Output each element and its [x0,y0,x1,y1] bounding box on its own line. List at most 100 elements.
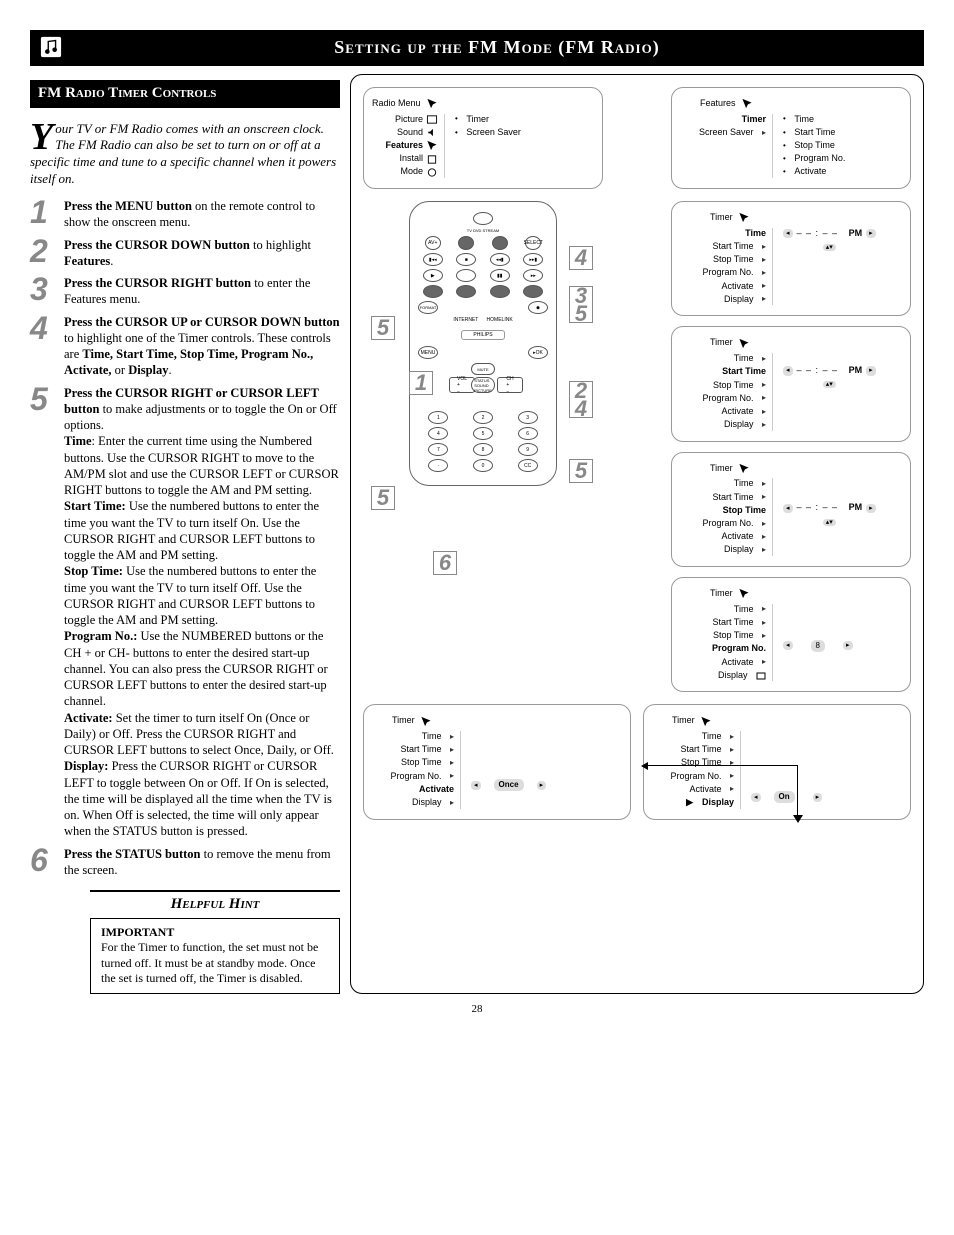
menu-install: Install [399,153,423,165]
rew-button: ▮◂◂ [423,253,443,266]
power-button [473,212,493,225]
time-value: – – : – – [797,228,839,240]
right-arrow-icon: ▸ [537,781,547,790]
left-arrow-icon: ◂ [783,229,793,238]
next-button: ▸▸▮ [523,253,543,266]
menu-sound: Sound [397,127,423,139]
step-num-6: 6 [30,846,56,879]
hint-title: Helpful Hint [90,890,340,919]
right-arrow-icon: ▸ [866,504,876,513]
step-num-2: 2 [30,237,56,270]
pm-label: PM [849,228,863,240]
callout-6: 6 [433,551,457,575]
step-4: 4Press the CURSOR UP or CURSOR DOWN butt… [30,314,340,379]
step-5: 5 Press the CURSOR RIGHT or CURSOR LEFT … [30,385,340,840]
tb6-prog: Program No. [670,771,721,783]
tb6-stop: Stop Time [681,757,722,769]
right-arrow-icon: ▸ [866,229,876,238]
callout-5b: 5 [371,486,395,510]
f-prog: Program No. [794,153,845,165]
num-3: 3 [518,411,538,424]
timer-box-activate: Timer Time ▸ Start Time ▸ Stop Time ▸ Pr… [363,704,631,819]
up-down-pill: ▴▾ [823,381,836,388]
tb6-act: Activate [689,784,721,796]
tb2-stop: Stop Time [713,380,754,392]
f-time: Time [794,114,814,126]
step-num-1: 1 [30,198,56,231]
flow-line [797,765,798,815]
right-arrow-icon: ▸ [843,641,853,650]
timer-box-start: Timer Time ▸ Start Time Stop Time ▸ Prog… [671,326,911,441]
tb2-title: Timer [710,337,733,347]
pm-label3: PM [849,502,863,514]
step-6: 6Press the STATUS button to remove the m… [30,846,340,879]
tb1-time: Time [745,228,766,240]
menu-screensaver: Screen Saver [466,127,521,139]
tb4-disp: Display [718,670,748,682]
src1-button [458,236,474,250]
cursor-icon [426,98,438,109]
tb4-start: Start Time [712,617,753,629]
num-cc: CC [518,459,538,472]
tb2-act: Activate [721,406,753,418]
cursor-icon [738,212,750,223]
page-title: Setting up the FM Mode (FM Radio) [76,36,918,59]
timer-box-time: Timer Time Start Time ▸ Stop Time ▸ Prog… [671,201,911,316]
rec-button [456,269,476,282]
tb2-prog: Program No. [702,393,753,405]
intro-paragraph: Your TV or FM Radio comes with an onscre… [30,121,340,189]
step-3: 3Press the CURSOR RIGHT button to enter … [30,275,340,308]
tb5-stop: Stop Time [401,757,442,769]
num-1: 1 [428,411,448,424]
tb2-time: Time [734,353,754,365]
play-button: ▶ [423,269,443,282]
tb5-time: Time [422,731,442,743]
f-start: Start Time [794,127,835,139]
menu-box-features: Features Timer Screen Saver ▸ • Time • S… [671,87,911,189]
activate-value: Once [499,780,519,789]
callout-1: 1 [409,371,433,395]
step-1: 1Press the MENU button on the remote con… [30,198,340,231]
tb3-prog: Program No. [702,518,753,530]
select-button: SELECT [525,236,541,250]
num-9: 9 [518,443,538,456]
step-2: 2Press the CURSOR DOWN button to highlig… [30,237,340,270]
tb2-start: Start Time [722,366,766,378]
f-screensaver: Screen Saver [699,127,754,139]
callout-4: 4 [569,246,593,270]
flow-arrow-left-icon [641,762,648,770]
flow-arrow-down-icon [793,815,803,823]
yellow-button [490,285,510,298]
f-timer: Timer [742,114,766,126]
page-number: 28 [30,1002,924,1016]
right-arrow-icon: ▸ [866,366,876,375]
install-icon [426,154,438,165]
cursor-icon [741,98,753,109]
prev-button: ◂◂▮ [490,253,510,266]
ok-button: ▸OK [528,346,548,359]
hint-heading: IMPORTANT [101,925,174,939]
tb4-prog: Program No. [712,643,766,655]
tb1-title: Timer [710,212,733,222]
ff-button: ▸▸ [523,269,543,282]
flow-arrow-icon: ▶ [686,797,693,809]
sound-icon [426,127,438,138]
intro-text: our TV or FM Radio comes with an onscree… [30,121,336,187]
flow-line-h [648,765,798,766]
av-button: AV+ [425,236,441,250]
pm-label2: PM [849,365,863,377]
tb4-stop: Stop Time [713,630,754,642]
num-6: 6 [518,427,538,440]
callout-2-4: 24 [569,381,593,418]
hint-text: For the Timer to function, the set must … [101,940,318,985]
cursor-icon [738,588,750,599]
src2-button [492,236,508,250]
tb1-stop: Stop Time [713,254,754,266]
philips-logo: PHILIPS [461,330,505,341]
right-diagram-panel: Radio Menu Picture Sound Features Instal… [350,74,924,994]
tb4-title: Timer [710,588,733,598]
up-down-pill: ▴▾ [823,519,836,526]
cursor-icon [738,338,750,349]
tb1-disp: Display [724,294,754,306]
home-button: ⬢ [528,301,548,314]
